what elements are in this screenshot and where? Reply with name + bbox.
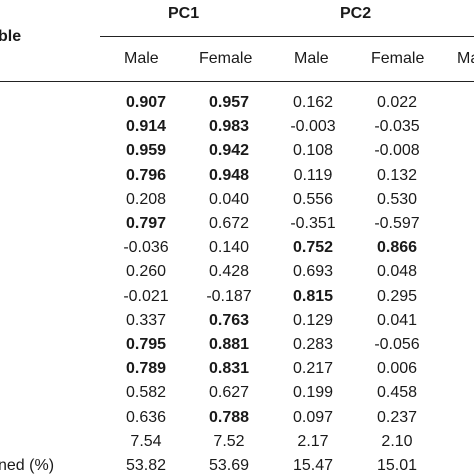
table-cell: 0	[441, 360, 474, 378]
table-cell: 0	[441, 288, 474, 306]
table-cell: 0	[441, 142, 474, 160]
table-cell: 0.097	[292, 408, 334, 426]
table-cell: 0.959	[125, 142, 167, 160]
pc2-header: PC2	[340, 5, 372, 22]
table-cell: 0.208	[125, 190, 167, 208]
table-cell: 0.337	[125, 311, 167, 329]
subheader-rule	[0, 81, 474, 82]
table-cell: 2.10	[381, 432, 413, 450]
table-cell: 0.672	[208, 215, 250, 232]
table-cell: 15.01	[376, 457, 418, 474]
table-cell: -0.035	[374, 118, 420, 136]
table-cell: 0.752	[292, 239, 334, 257]
subheader-pc1-female: Female	[199, 50, 253, 67]
header-rule	[100, 36, 474, 37]
table-cell: 6	[441, 433, 474, 451]
table-cell: 0.006	[376, 360, 418, 378]
table-cell: 0.140	[208, 239, 250, 257]
table-cell: -0.597	[374, 215, 420, 232]
table-cell: 0	[441, 312, 474, 330]
table-cell: 0.789	[125, 360, 167, 378]
table-cell: 0.866	[376, 239, 418, 257]
table-cell: 0.295	[376, 287, 418, 305]
table-cell: -0.351	[290, 215, 336, 232]
table-cell: 0.022	[376, 94, 418, 111]
table-cell: 0.983	[208, 118, 250, 136]
table-cell: 0.428	[208, 263, 250, 281]
table-cell: -0.021	[123, 287, 169, 305]
table-cell: 7.54	[130, 432, 162, 450]
table-cell: 0.914	[125, 118, 167, 136]
table-cell: 0.129	[292, 311, 334, 329]
table-cell: 0.942	[208, 142, 250, 160]
table-cell: 0.040	[208, 190, 250, 208]
table-cell: 53.69	[208, 457, 250, 474]
table-cell: 0.815	[292, 287, 334, 305]
table-cell: 0.881	[208, 336, 250, 353]
table-cell: 0.458	[376, 384, 418, 402]
table-cell: -0.056	[374, 336, 420, 353]
table-cell: 0.041	[376, 311, 418, 329]
table-cell: 0.530	[376, 190, 418, 208]
table-cell: 6	[441, 457, 474, 475]
table-cell: 0	[441, 384, 474, 402]
table-cell: 53.82	[125, 457, 167, 474]
table-cell: 15.47	[292, 457, 334, 474]
table-cell: 0.627	[208, 384, 250, 402]
table-cell: 0.119	[293, 166, 333, 184]
table-cell: 0.260	[125, 263, 167, 281]
table-cell: 0.831	[208, 360, 250, 378]
subheader-pc1-male: Male	[124, 50, 159, 67]
table-cell: 0	[441, 263, 474, 281]
table-cell: 0.556	[292, 190, 334, 208]
table-cell: 0	[441, 118, 474, 136]
table-cell: 0	[441, 94, 474, 112]
table-cell: 0	[441, 409, 474, 427]
pc1-header: PC1	[168, 5, 200, 22]
table-cell: 0.763	[208, 311, 250, 329]
table-cell: 0.693	[292, 263, 334, 281]
table-cell: 0.132	[376, 166, 418, 184]
table-cell: 0	[441, 336, 474, 354]
row-label-header: ble	[0, 28, 22, 45]
table-cell: -0.008	[374, 142, 420, 160]
table-cell: 0	[441, 215, 474, 233]
table-cell: 0.957	[208, 94, 250, 111]
table-cell: 0.797	[125, 215, 167, 232]
table-cell: 0.795	[125, 336, 167, 353]
table-cell: -	[441, 239, 474, 257]
subheader-col5: Mal	[457, 50, 474, 67]
table-cell: 0	[441, 191, 474, 209]
table-cell: -0.036	[123, 239, 169, 257]
table-cell: 0.907	[125, 94, 167, 111]
table-cell: 2.17	[297, 432, 329, 450]
table-cell: 0.048	[376, 263, 418, 281]
table-cell: 0.582	[125, 384, 167, 402]
row-label: ned (%)	[0, 457, 55, 474]
table-cell: 0.788	[208, 408, 250, 426]
subheader-pc2-male: Male	[294, 50, 329, 67]
table-cell: 0.108	[292, 142, 334, 160]
subheader-pc2-female: Female	[371, 50, 425, 67]
table-cell: -0.187	[206, 287, 252, 305]
table-cell: 0.283	[292, 336, 334, 353]
table-cell: 7.52	[213, 432, 245, 450]
table-cell: 0.796	[125, 166, 167, 184]
table-cell: 0.217	[292, 360, 334, 378]
table-cell: 0.237	[376, 408, 418, 426]
table-cell: 0.948	[208, 166, 250, 184]
table-cell: 0.162	[292, 94, 334, 111]
table-cell: 0.636	[125, 408, 167, 426]
table-cell: 0	[441, 167, 474, 185]
table-cell: -0.003	[290, 118, 336, 136]
table-cell: 0.199	[292, 384, 334, 402]
